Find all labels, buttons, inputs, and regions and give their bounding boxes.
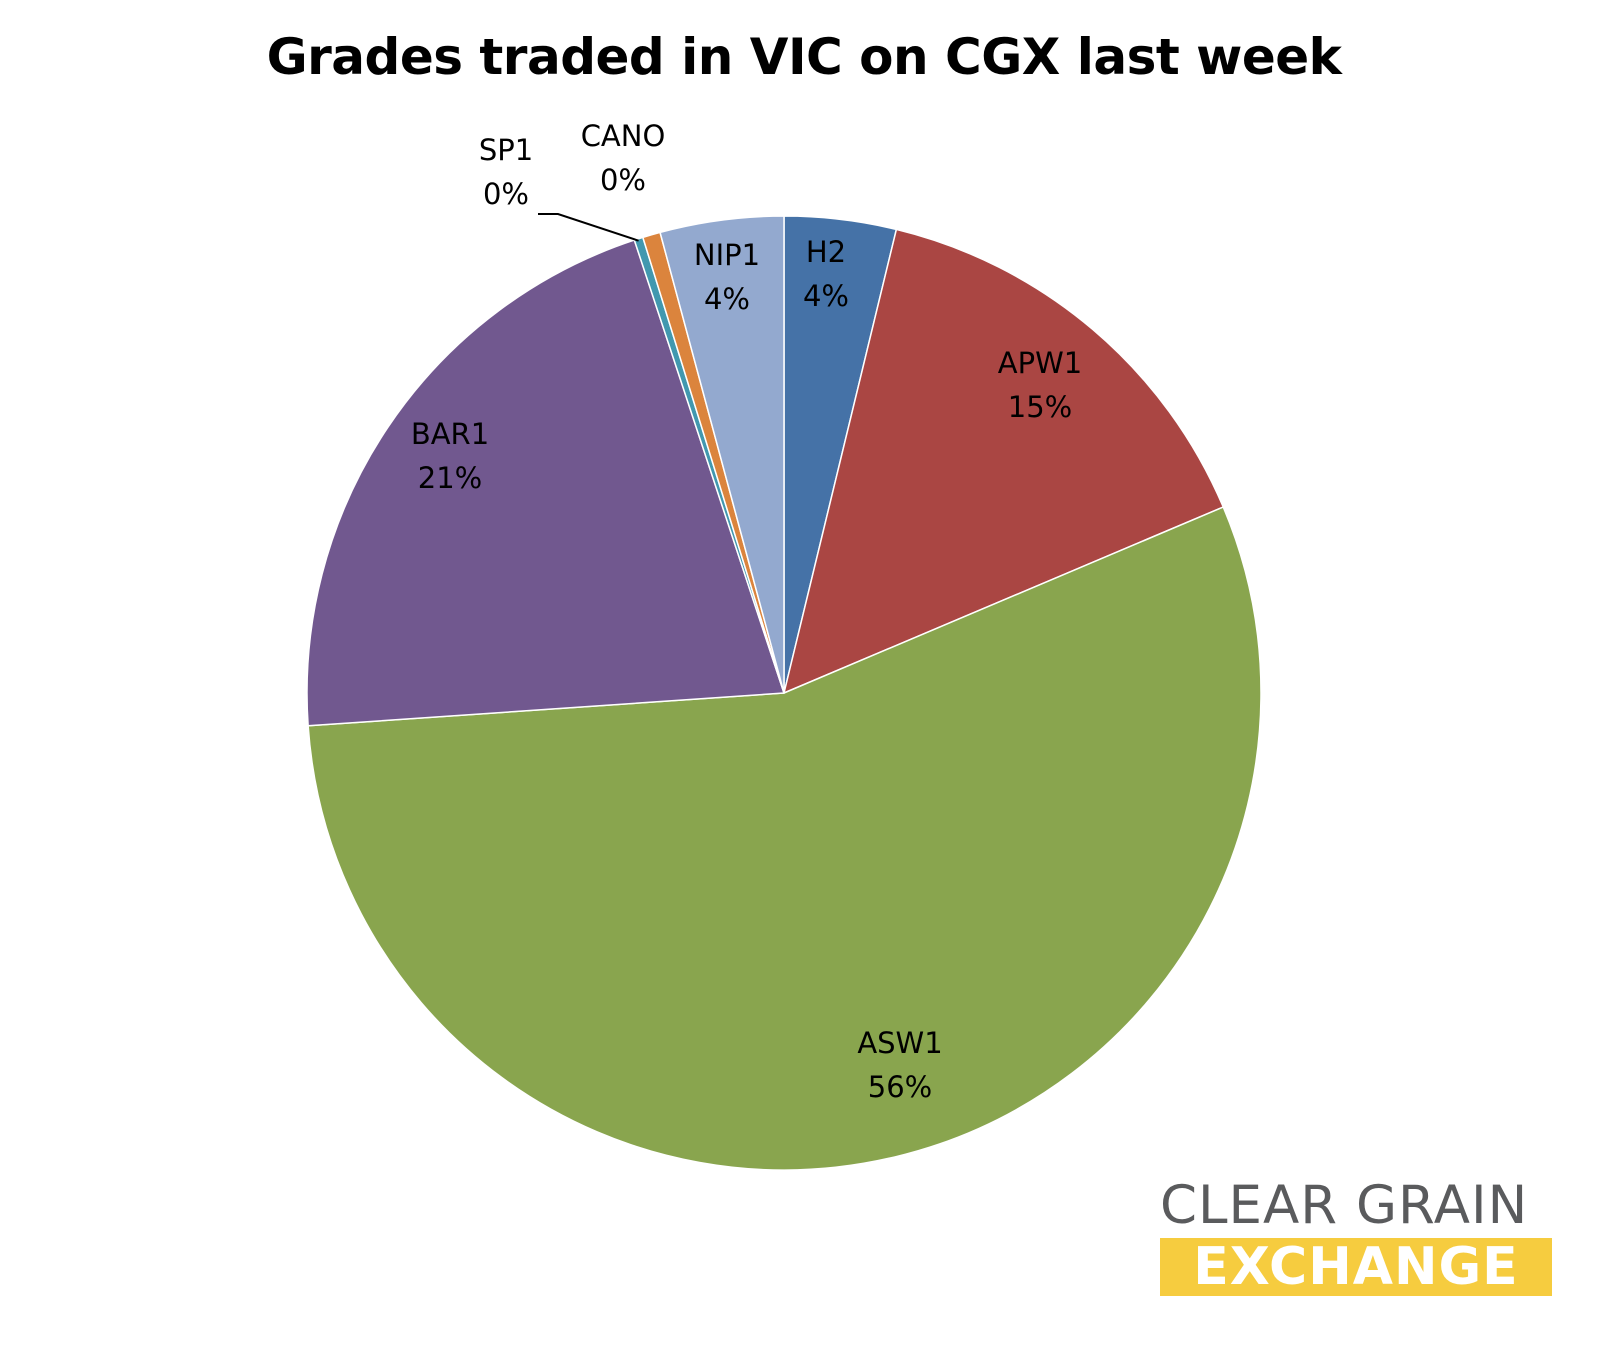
leader-line-sp1 — [538, 213, 639, 242]
leader-lines — [538, 213, 639, 242]
slice-label-asw1: ASW1 56% — [857, 1026, 942, 1104]
slice-labels: H2 4%APW1 15%ASW1 56%BAR1 21%SP1 0%CANO 0%NIP1… — [411, 119, 1082, 1104]
slice-name-cano: CANO — [581, 119, 666, 153]
slice-name-bar1: BAR1 — [411, 417, 489, 451]
slice-label-h2: H2 4% — [803, 235, 849, 313]
pie-slice-bar1 — [306, 239, 785, 727]
slice-label-bar1: BAR1 21% — [411, 417, 489, 495]
slice-percent-asw1: 56% — [868, 1070, 932, 1104]
slice-label-cano: CANO 0% — [581, 119, 666, 197]
slice-name-apw1: APW1 — [998, 346, 1082, 380]
logo-line-2: EXCHANGE — [1160, 1238, 1552, 1296]
pie-slice-asw1 — [307, 506, 1262, 1171]
slice-name-asw1: ASW1 — [857, 1026, 942, 1060]
logo-line-1: CLEAR GRAIN — [1160, 1175, 1529, 1236]
slice-name-h2: H2 — [806, 235, 846, 269]
pie-slice-nip1 — [659, 215, 785, 694]
slice-percent-cano: 0% — [600, 163, 646, 197]
slice-label-sp1: SP1 0% — [479, 133, 533, 211]
slice-label-apw1: APW1 15% — [998, 346, 1082, 424]
slice-percent-nip1: 4% — [704, 282, 750, 316]
pie-slices — [306, 215, 1262, 1171]
slice-percent-apw1: 15% — [1008, 390, 1072, 424]
chart-title: Grades traded in VIC on CGX last week — [266, 28, 1342, 86]
slice-name-nip1: NIP1 — [694, 238, 760, 272]
slice-percent-bar1: 21% — [418, 461, 482, 495]
slice-label-nip1: NIP1 4% — [694, 238, 760, 316]
slice-name-sp1: SP1 — [479, 133, 533, 167]
slice-percent-h2: 4% — [803, 279, 849, 313]
clear-grain-exchange-logo: CLEAR GRAIN EXCHANGE — [1160, 1178, 1552, 1296]
pie-slice-apw1 — [783, 228, 1224, 694]
slice-percent-sp1: 0% — [483, 177, 529, 211]
